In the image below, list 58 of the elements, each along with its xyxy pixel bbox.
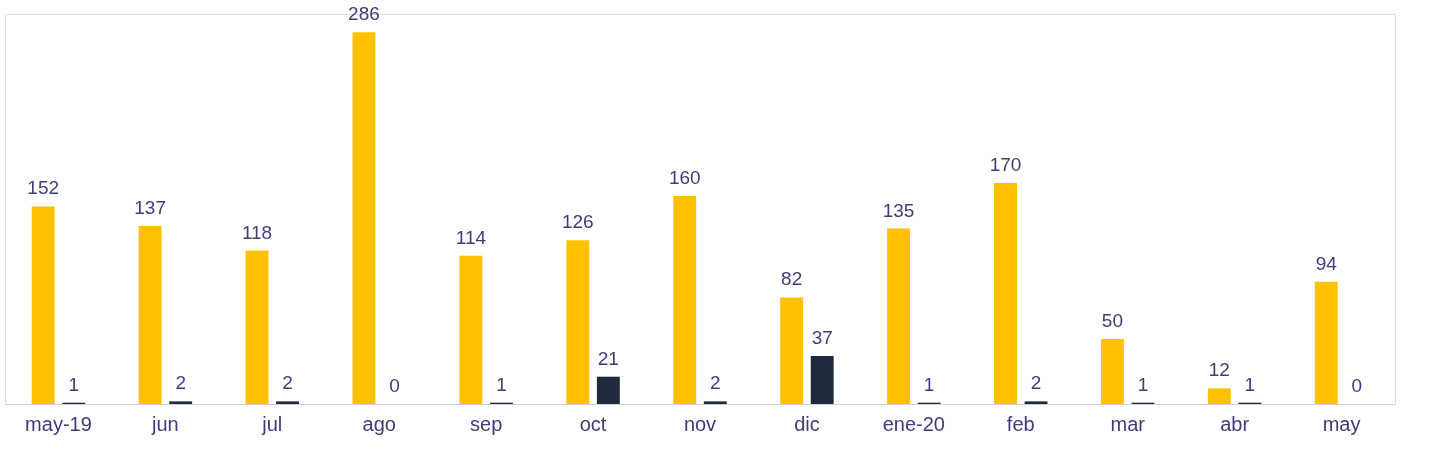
x-tick-label: mar bbox=[1110, 412, 1146, 435]
bar bbox=[138, 225, 162, 404]
data-label: 118 bbox=[241, 221, 273, 243]
data-label: 1 bbox=[923, 373, 935, 395]
data-label: 2 bbox=[175, 372, 186, 394]
bar bbox=[810, 355, 834, 404]
bar bbox=[459, 255, 483, 404]
bar bbox=[1207, 388, 1231, 404]
x-tick-label: ene-20 bbox=[882, 412, 945, 435]
bar bbox=[596, 376, 620, 404]
data-label: 1 bbox=[496, 373, 507, 395]
x-tick-label: feb bbox=[1006, 412, 1035, 435]
bar bbox=[887, 228, 911, 404]
data-label: 21 bbox=[597, 347, 619, 369]
data-label: 12 bbox=[1208, 359, 1230, 381]
data-label: 137 bbox=[134, 196, 166, 218]
bar bbox=[31, 206, 55, 404]
data-label: 0 bbox=[389, 375, 400, 396]
bar bbox=[352, 32, 376, 404]
x-tick-label: nov bbox=[683, 412, 717, 435]
data-label: 2 bbox=[282, 372, 293, 394]
data-label: 94 bbox=[1315, 252, 1338, 274]
data-label: 2 bbox=[709, 372, 721, 394]
bar bbox=[780, 297, 804, 404]
x-tick-label: sep bbox=[470, 412, 503, 435]
x-tick-label: may-19 bbox=[25, 412, 92, 435]
data-label: 82 bbox=[781, 268, 803, 290]
bar bbox=[673, 196, 697, 404]
data-label: 37 bbox=[811, 326, 833, 348]
bar bbox=[245, 250, 269, 404]
data-label: 152 bbox=[27, 177, 60, 199]
data-label: 286 bbox=[348, 3, 380, 25]
data-label: 1 bbox=[1137, 373, 1149, 395]
x-tick-label: ago bbox=[362, 412, 396, 435]
bar bbox=[276, 401, 300, 404]
data-label: 1 bbox=[1244, 373, 1256, 395]
bar bbox=[1314, 281, 1338, 404]
data-label: 1 bbox=[68, 373, 80, 395]
data-label: 126 bbox=[561, 211, 594, 233]
data-label: 114 bbox=[455, 226, 487, 248]
data-label: 50 bbox=[1101, 310, 1123, 331]
x-tick-label: may bbox=[1322, 412, 1361, 435]
x-tick-label: dic bbox=[794, 412, 820, 435]
bar bbox=[1024, 401, 1048, 404]
data-label: 135 bbox=[882, 199, 915, 221]
x-tick-label: jun bbox=[151, 412, 179, 435]
x-tick-label: abr bbox=[1220, 412, 1250, 435]
data-label: 2 bbox=[1030, 372, 1042, 394]
bar bbox=[703, 401, 727, 404]
x-tick-label: oct bbox=[579, 412, 607, 435]
data-label: 170 bbox=[989, 154, 1022, 175]
bar bbox=[994, 183, 1017, 404]
data-label: 0 bbox=[1351, 375, 1363, 396]
bar bbox=[1100, 339, 1124, 404]
x-tick-label: jul bbox=[261, 412, 283, 435]
data-label: 160 bbox=[668, 167, 701, 188]
bar bbox=[566, 240, 590, 404]
bar bbox=[169, 401, 193, 404]
